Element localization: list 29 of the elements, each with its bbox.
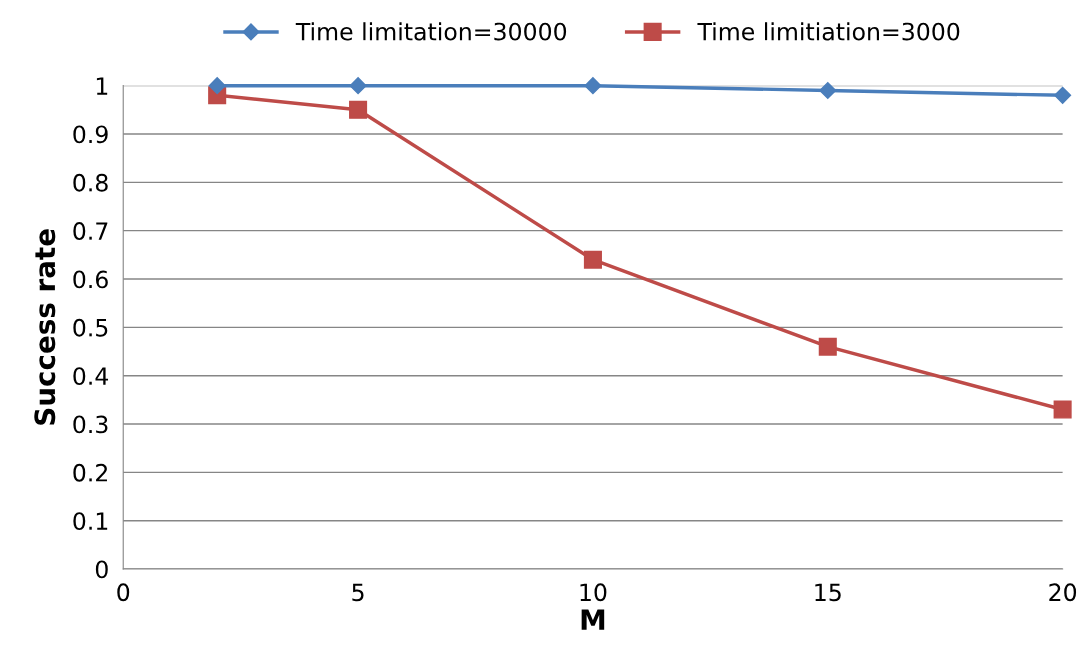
point [583,250,602,269]
y-tick-label: 0.7 [73,222,108,240]
point [818,337,837,356]
x-tick-label: 10 [580,583,607,602]
legend-label: Time limitiation=3000 [697,22,960,41]
legend-label: Time limitation=30000 [295,22,567,41]
point [208,77,226,95]
y-tick-label: 0.9 [73,125,108,144]
y-tick-label: 0.3 [73,415,108,434]
x-tick-label: 20 [1049,583,1077,602]
point [1054,86,1072,104]
y-tick-label: 0 [95,560,108,579]
y-tick-label: 0.4 [73,367,109,385]
point [349,77,367,95]
y-tick-label: 0.6 [73,270,108,289]
y-tick-label: 0.5 [73,318,108,337]
y-axis-title: Success rate [34,229,56,425]
point [819,81,837,100]
y-tick-label: 1 [96,77,108,95]
point [349,100,368,119]
x-axis-title: M [581,609,605,630]
x-tick-label: 0 [117,583,130,602]
y-tick-label: 0.2 [73,463,107,482]
y-tick-label: 0.8 [73,173,108,192]
y-tick-label: 0.1 [73,512,108,531]
x-tick-label: 15 [815,583,841,602]
point [1053,400,1072,419]
point [584,77,602,95]
x-tick-label: 5 [352,583,364,602]
